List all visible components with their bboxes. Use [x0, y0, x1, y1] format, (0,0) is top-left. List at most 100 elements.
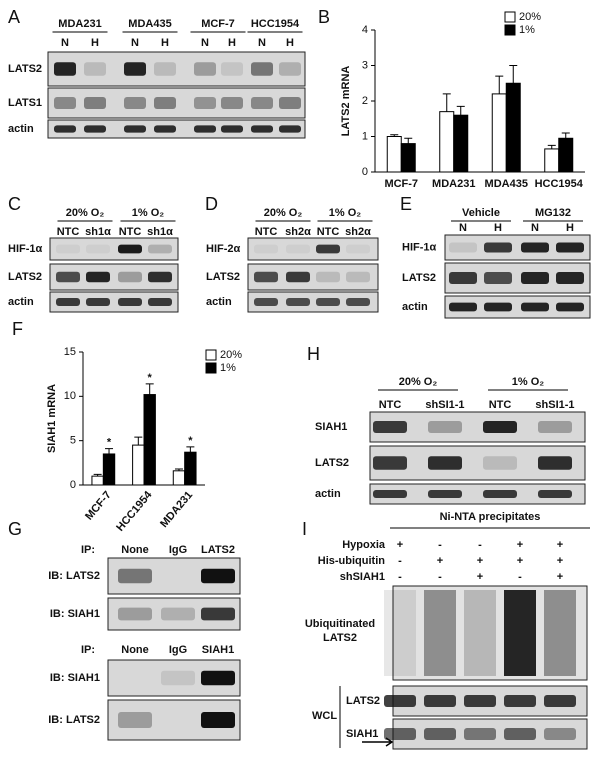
band: [54, 62, 76, 76]
band: [316, 244, 340, 254]
error-bar: [186, 446, 195, 453]
lane-label: sh1α: [85, 226, 111, 238]
row-label: IB: LATS2: [48, 570, 100, 582]
blot-label: Ubiquitinated: [305, 618, 375, 630]
bar: [453, 114, 469, 173]
sign: -: [478, 539, 482, 551]
lane-label: NTC: [317, 226, 340, 238]
sign: +: [477, 571, 483, 583]
row-label: LATS1: [8, 97, 42, 109]
annotation: *: [148, 372, 153, 384]
band: [84, 97, 106, 109]
bar: [400, 143, 416, 173]
band: [56, 298, 80, 306]
group-label: 20% O₂: [399, 376, 438, 388]
legend-swatch: [205, 362, 217, 374]
lane-label: shSI1-1: [535, 399, 574, 411]
band: [279, 125, 301, 133]
band: [483, 490, 517, 498]
blot: [49, 237, 179, 261]
band: [316, 298, 340, 306]
error-bar: [495, 75, 504, 94]
legend-swatch: [205, 349, 217, 361]
band: [118, 298, 142, 306]
x-tick-label: HCC1954: [114, 488, 155, 533]
band: [251, 125, 273, 133]
y-tick-label: 10: [64, 390, 76, 402]
blot: [247, 291, 379, 313]
group-label: Vehicle: [462, 207, 500, 219]
lane-label: NTC: [119, 226, 142, 238]
band: [56, 244, 80, 254]
band: [384, 695, 416, 707]
row-label: HIF-2α: [206, 243, 241, 255]
y-tick-label: 3: [362, 59, 368, 71]
band: [483, 456, 517, 470]
group-label: 1% O₂: [512, 376, 545, 388]
error-bar: [547, 144, 556, 149]
row-label: IB: SIAH1: [50, 608, 100, 620]
lane-label: sh1α: [147, 226, 173, 238]
error-bar: [105, 448, 114, 454]
band: [221, 62, 243, 76]
lane-label: N: [131, 37, 139, 49]
row-label: LATS2: [8, 271, 42, 283]
band: [449, 272, 477, 284]
band: [124, 125, 146, 133]
y-tick-label: 5: [70, 435, 76, 447]
panel-letter: A: [8, 7, 20, 27]
sign: -: [438, 539, 442, 551]
lane-label: N: [201, 37, 209, 49]
group-label: MG132: [535, 207, 571, 219]
row-label: actin: [8, 296, 34, 308]
band: [544, 695, 576, 707]
sign: -: [398, 571, 402, 583]
lane-label: H: [228, 37, 236, 49]
panel-letter: B: [318, 7, 330, 27]
band: [201, 607, 235, 621]
bar: [491, 93, 507, 173]
error-bar: [93, 473, 102, 477]
condition-label: His-ubiquitin: [318, 555, 385, 567]
error-bar: [561, 132, 570, 139]
lane-label: N: [459, 222, 467, 234]
blot: [392, 585, 588, 681]
y-tick-label: 15: [64, 346, 76, 358]
lane-label: NTC: [255, 226, 278, 238]
band: [148, 271, 172, 283]
band: [464, 728, 496, 740]
error-bar: [134, 436, 143, 446]
sign: +: [517, 555, 523, 567]
smear: [424, 590, 456, 676]
band: [254, 298, 278, 306]
blot-label: LATS2: [323, 632, 357, 644]
band: [286, 271, 310, 283]
legend-label: 20%: [519, 11, 541, 23]
lane-label: NTC: [379, 399, 402, 411]
error-bar: [390, 134, 399, 137]
x-tick-label: HCC1954: [535, 178, 584, 190]
lane-label: IgG: [169, 644, 187, 656]
band: [124, 62, 146, 76]
x-tick-label: MDA231: [432, 178, 475, 190]
blot: [369, 483, 586, 505]
band: [556, 272, 584, 284]
row-label: SIAH1: [346, 728, 378, 740]
error-bar: [456, 105, 465, 116]
sign: +: [397, 539, 403, 551]
error-bar: [145, 383, 154, 395]
blot: [247, 237, 379, 261]
sign: +: [437, 555, 443, 567]
sign: +: [477, 555, 483, 567]
panel-letter: I: [302, 519, 307, 539]
sign: +: [557, 571, 563, 583]
y-tick-label: 0: [70, 479, 76, 491]
band: [154, 97, 176, 109]
sign: +: [557, 555, 563, 567]
condition-label: shSIAH1: [340, 571, 385, 583]
band: [118, 712, 152, 728]
error-bar: [174, 468, 183, 471]
bar: [143, 394, 156, 486]
band: [449, 302, 477, 312]
row-label: HIF-1α: [402, 241, 437, 253]
